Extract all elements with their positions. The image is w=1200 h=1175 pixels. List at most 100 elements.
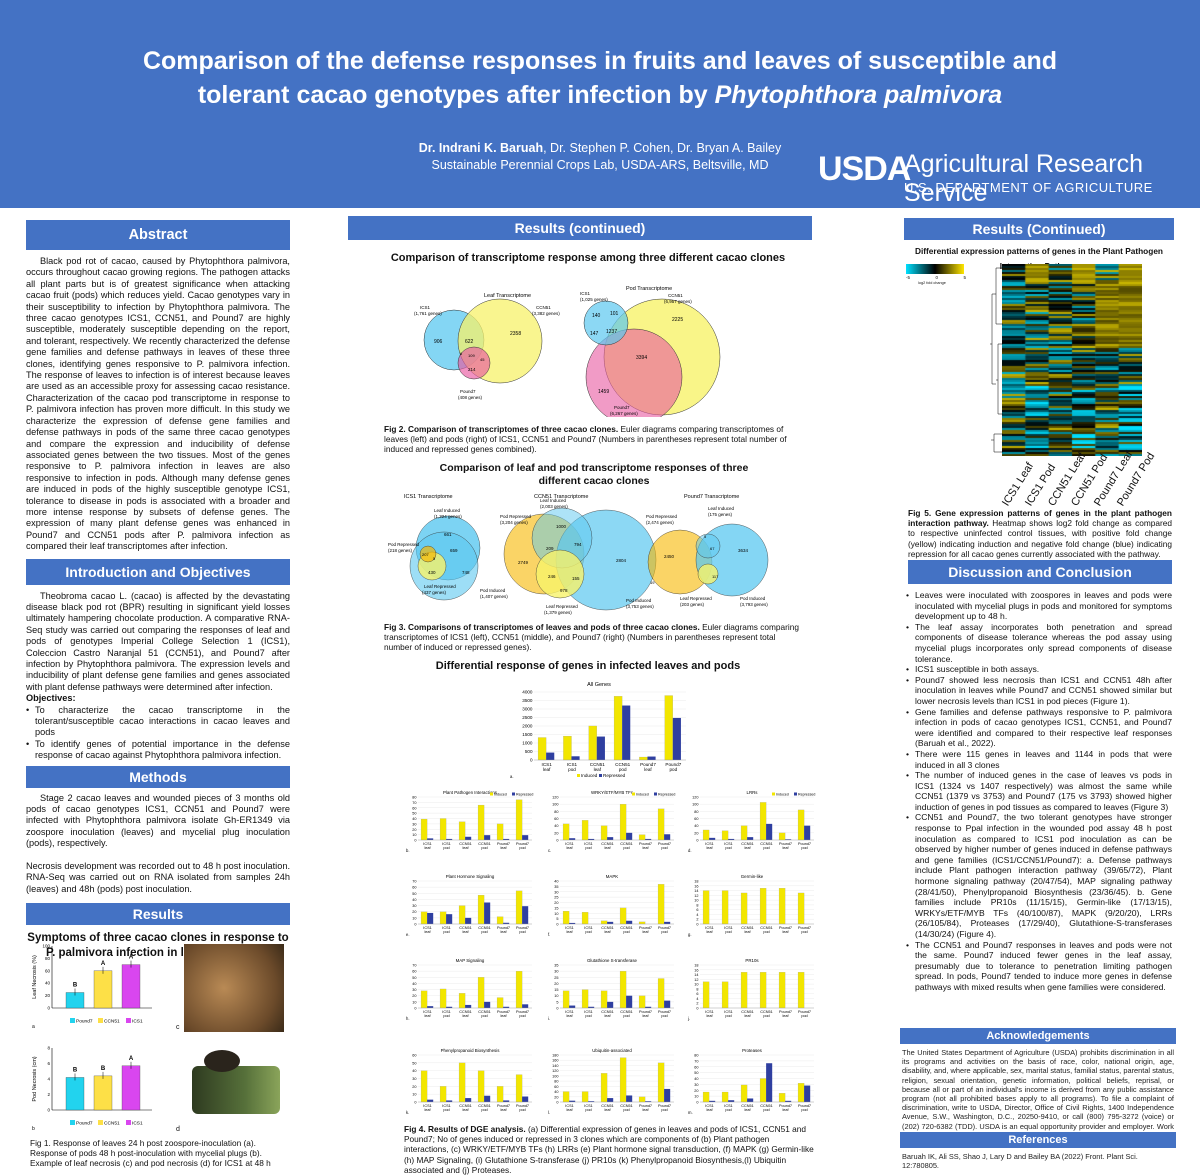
x-tick-label: leaf (644, 767, 652, 772)
y-tick-label: 1000 (522, 741, 533, 746)
y-tick-label: 0 (696, 1101, 698, 1105)
repressed-bar (446, 914, 453, 924)
leaf-repressed-circle (697, 563, 719, 585)
label: Pod Induced (740, 596, 766, 601)
fig4-title: Differential response of genes in infect… (435, 660, 741, 672)
x-tick-label: CCN51 (615, 762, 631, 767)
label: Pod Repressed (500, 514, 532, 519)
x-tick-label: pod (623, 1014, 629, 1018)
induced-bar (458, 993, 466, 1009)
x-tick-label: pod (801, 1108, 807, 1112)
x-tick-label: pod (661, 846, 667, 850)
repressed-bar (709, 1100, 716, 1102)
x-tick-label: leaf (642, 1014, 649, 1018)
x-tick-label: leaf (566, 1014, 573, 1018)
euler-number: 101 (610, 311, 619, 317)
y-tick-label: 0 (530, 758, 533, 763)
y-tick-label: 120 (552, 796, 558, 800)
induced-bar (613, 696, 623, 761)
x-tick-label: Pound7 (798, 842, 811, 846)
y-tick-label: 0 (414, 1101, 416, 1105)
induced-bar (496, 1086, 504, 1103)
methods-text-1: Stage 2 cacao leaves and wounded pieces … (26, 792, 290, 849)
results-heading: Results (26, 902, 290, 925)
color-scale-bar (906, 264, 964, 274)
repressed-bar (569, 1100, 576, 1102)
x-tick-label: leaf (462, 846, 469, 850)
panel-label: j. (687, 1016, 690, 1021)
significance-letter: A (129, 955, 134, 961)
chart-title: Proteases (742, 1048, 763, 1053)
induced-bar (657, 808, 665, 841)
scale-tick: -5 (906, 275, 911, 280)
chart-title: Ubiquitin-associated (592, 1048, 632, 1053)
discussion-item: Leaves were inoculated with zoospores in… (906, 590, 1172, 622)
fig3-caption-bold: Fig 3. Comparisons of transcriptomes of … (384, 622, 700, 632)
middle-column: Results (continued) (348, 216, 812, 240)
fig2-caption: Fig 2. Comparison of transcriptomes of t… (384, 424, 804, 455)
repressed-bar (484, 835, 491, 840)
euler-number: 1000 (556, 524, 567, 529)
x-tick-label: pod (801, 930, 807, 934)
x-tick-label: leaf (566, 846, 573, 850)
x-tick-label: pod (585, 1014, 591, 1018)
euler-number: 748 (462, 570, 470, 575)
y-tick-label: 4000 (522, 690, 533, 695)
leaf-euler-title: Leaf Transcriptome (484, 293, 531, 299)
euler-number: 45 (480, 357, 485, 362)
poster-title: Comparison of the defense responses in f… (80, 44, 1120, 112)
euler-title: ICS1 Transcriptome (404, 494, 453, 500)
left-column: Abstract Black pod rot of cacao, caused … (26, 220, 290, 961)
y-tick-label: 15 (554, 988, 558, 992)
x-tick-label: leaf (604, 1108, 611, 1112)
x-tick-label: Pound7 (639, 1010, 652, 1014)
y-tick-label: 80 (694, 1054, 698, 1058)
abstract-heading: Abstract (26, 220, 290, 250)
x-tick-label: leaf (604, 1014, 611, 1018)
x-tick-label: pod (519, 1108, 525, 1112)
repressed-bar (766, 1063, 773, 1102)
repressed-bar (522, 906, 529, 924)
euler-number: 661 (444, 532, 452, 537)
x-tick-label: Pound7 (658, 842, 671, 846)
x-tick-label: ICS1 (584, 926, 592, 930)
leaf-euler: Leaf Transcriptome ICS1 (1,761 genes) CC… (414, 293, 560, 400)
induced-bar (477, 1070, 485, 1103)
y-tick-label: 70 (412, 964, 416, 968)
x-tick-label: Pound7 (497, 842, 510, 846)
legend-induced: Induced (581, 773, 598, 778)
x-tick-label: Pound7 (516, 842, 529, 846)
chart-legend: Induced Repressed (577, 773, 626, 778)
bar (93, 970, 113, 1009)
y-tick-label: 10 (412, 1000, 416, 1004)
x-tick-label: CCN51 (459, 1104, 471, 1108)
euler-number: 147 (590, 331, 599, 337)
repressed-bar (503, 838, 510, 840)
dendrogram-lines (990, 267, 1003, 453)
x-tick-label: CCN51 (760, 1010, 772, 1014)
induced-bar (657, 978, 665, 1009)
pound7-count: (6,267 genes) (610, 411, 638, 416)
heatmap (1002, 264, 1142, 456)
fig2-euler-diagrams: Leaf Transcriptome ICS1 (1,761 genes) CC… (414, 286, 721, 417)
significance-letter: B (73, 983, 78, 989)
induced-bar (657, 884, 665, 925)
x-tick-label: pod (763, 846, 769, 850)
repressed-bar (607, 1098, 614, 1102)
x-tick-label: ICS1 (705, 1010, 713, 1014)
repressed-bar (672, 717, 681, 760)
y-tick-label: 0 (414, 1007, 416, 1011)
usda-logo: USDA (818, 150, 911, 188)
induced-bar (778, 1093, 786, 1103)
y-tick-label: 10 (694, 1095, 698, 1099)
author-line: Dr. Indrani K. Baruah, Dr. Stephen P. Co… (300, 140, 900, 157)
x-tick-label: CCN51 (590, 762, 606, 767)
y-tick-label: 10 (554, 912, 558, 916)
x-tick-label: Pound7 (779, 1010, 792, 1014)
induced-bar (458, 821, 466, 841)
y-tick-label: 6 (696, 908, 698, 912)
euler-number: 622 (465, 339, 474, 345)
y-tick-label: 160 (552, 1059, 558, 1063)
panel-label: e. (406, 932, 410, 937)
